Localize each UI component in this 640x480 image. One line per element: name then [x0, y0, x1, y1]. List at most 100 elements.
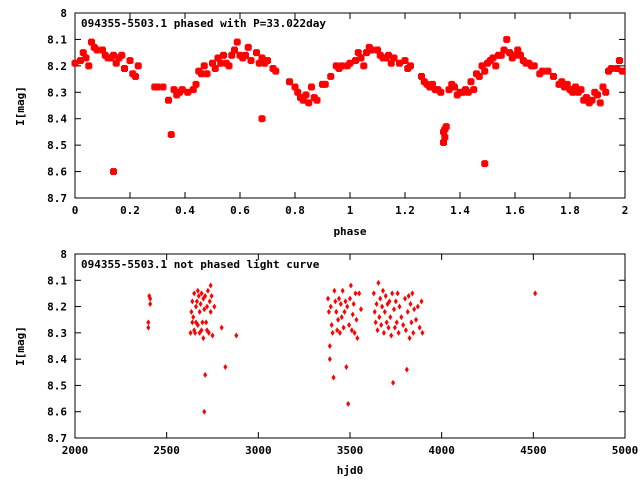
data-point-body: [79, 50, 87, 56]
data-point-body: [481, 161, 489, 167]
data-point-body: [269, 66, 277, 71]
data-point-body: [437, 89, 445, 95]
data-point: [195, 321, 200, 328]
data-point-body: [605, 68, 612, 74]
data-point: [342, 308, 347, 315]
data-point: [148, 300, 153, 307]
data-point-body: [233, 39, 241, 45]
data-point: [330, 329, 335, 336]
data-point-body: [343, 63, 351, 69]
data-point-body: [473, 71, 480, 77]
data-point-body: [462, 87, 469, 93]
data-point-body: [189, 87, 197, 93]
data-point: [378, 295, 383, 302]
data-point-body: [445, 87, 453, 93]
data-point-body: [214, 55, 222, 61]
y-tick-label: 8.6: [47, 406, 67, 419]
data-point: [197, 308, 202, 315]
data-point-body: [401, 58, 409, 64]
data-point: [344, 364, 349, 371]
data-point-body: [423, 81, 431, 87]
data-point-body: [305, 100, 313, 106]
data-point: [405, 308, 410, 315]
data-point-body: [497, 52, 505, 58]
data-point-body: [297, 95, 304, 101]
data-point-body: [478, 63, 486, 69]
data-point-body: [365, 44, 373, 50]
data-point-body: [588, 97, 596, 103]
x-tick-label: 1: [347, 204, 354, 217]
data-point: [395, 290, 400, 297]
data-point-body: [198, 71, 205, 77]
data-point-body: [514, 47, 522, 53]
data-point: [348, 282, 353, 289]
data-point-body: [489, 55, 497, 61]
data-point: [202, 408, 207, 415]
data-point-body: [222, 60, 230, 66]
y-tick-label: 8.2: [47, 60, 67, 73]
data-point-body: [385, 52, 392, 58]
data-point: [352, 329, 357, 336]
data-point: [380, 303, 385, 310]
data-point-body: [448, 81, 456, 87]
chart-title: 094355-5503.1 phased with P=33.022day: [81, 17, 326, 30]
data-point-body: [159, 84, 167, 90]
data-point-body: [396, 60, 403, 66]
data-point: [192, 290, 197, 297]
x-tick-label: 4000: [428, 444, 455, 457]
data-point: [357, 290, 362, 297]
data-point-body: [574, 89, 582, 95]
data-point: [383, 293, 388, 300]
data-point-body: [511, 52, 519, 58]
plot-frame: [74, 12, 626, 199]
data-point-body: [429, 81, 436, 87]
data-point-body: [583, 95, 590, 101]
data-point-body: [599, 84, 607, 90]
data-point-body: [426, 84, 434, 90]
y-tick-label: 8.1: [47, 274, 67, 287]
data-point-body: [580, 97, 588, 103]
data-point-body: [346, 60, 354, 66]
data-point: [355, 335, 360, 342]
data-point: [331, 374, 336, 381]
data-point: [372, 308, 377, 315]
data-point: [404, 366, 409, 373]
data-point-body: [453, 92, 461, 98]
data-point-body: [154, 84, 161, 90]
data-point-body: [338, 63, 346, 69]
data-point: [201, 335, 206, 342]
data-point-body: [112, 60, 120, 66]
x-tick-label: 2: [622, 204, 629, 217]
data-point-body: [484, 60, 491, 66]
x-tick-label: 3500: [337, 444, 364, 457]
data-point-body: [220, 52, 227, 58]
data-point-body: [481, 68, 489, 74]
data-point-body: [352, 58, 359, 64]
data-point: [386, 324, 391, 331]
data-point-body: [236, 52, 244, 58]
data-point-body: [200, 63, 208, 69]
data-point-body: [239, 55, 247, 61]
data-point: [199, 290, 204, 297]
data-point-body: [536, 71, 544, 77]
data-point: [190, 298, 195, 305]
data-point: [148, 295, 153, 302]
x-tick-label: 1.2: [395, 204, 415, 217]
data-point: [337, 329, 342, 336]
data-point: [345, 303, 350, 310]
data-point-body: [176, 89, 183, 95]
data-point-body: [407, 63, 414, 69]
data-point: [359, 306, 363, 313]
data-point-body: [126, 58, 134, 64]
data-point: [390, 290, 395, 297]
data-point-body: [404, 66, 412, 71]
data-point: [533, 290, 538, 297]
data-point: [391, 379, 396, 386]
x-tick-label: 1.4: [450, 204, 470, 217]
data-point: [146, 324, 151, 331]
data-point: [326, 308, 331, 315]
data-point-body: [302, 92, 310, 98]
data-point-body: [420, 79, 428, 85]
data-point: [399, 314, 404, 321]
y-tick-label: 8.7: [47, 192, 67, 205]
